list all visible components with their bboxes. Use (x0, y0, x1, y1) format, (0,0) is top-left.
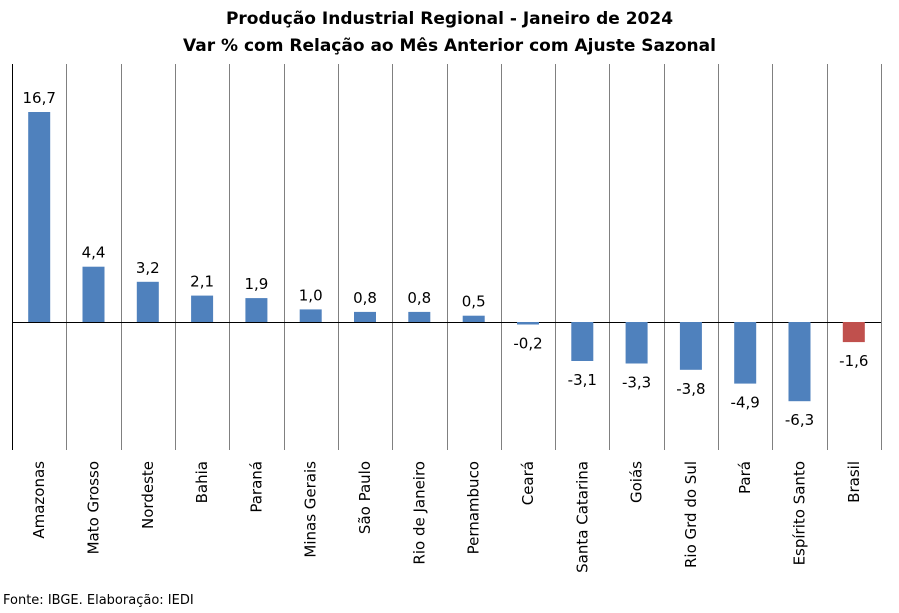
bar-10 (571, 322, 594, 361)
value-label-7: 0,8 (407, 289, 431, 307)
category-label-12: Rio Grd do Sul (682, 461, 700, 568)
value-label-3: 2,1 (190, 273, 214, 291)
value-label-11: -3,3 (622, 374, 651, 392)
category-label-15: Brasil (845, 461, 863, 503)
bar-5 (299, 309, 322, 322)
category-label-9: Ceará (519, 461, 537, 505)
chart-title-line: Produção Industrial Regional - Janeiro d… (225, 9, 674, 29)
value-label-13: -4,9 (731, 394, 760, 412)
bar-11 (625, 322, 648, 364)
bar-2 (136, 281, 159, 322)
value-label-8: 0,5 (462, 293, 486, 311)
bar-1 (82, 266, 105, 322)
value-label-5: 1,0 (299, 286, 323, 304)
category-label-14: Espírito Santo (791, 461, 809, 565)
bar-14 (788, 322, 811, 402)
chart-subtitle-line: Var % com Relação ao Mês Anterior com Aj… (183, 36, 716, 56)
value-label-2: 3,2 (136, 259, 160, 277)
category-label-2: Nordeste (139, 461, 157, 529)
category-label-5: Minas Gerais (302, 461, 320, 558)
value-label-1: 4,4 (82, 244, 106, 262)
category-label-13: Pará (736, 461, 754, 494)
bar-12 (679, 322, 702, 370)
value-label-15: -1,6 (839, 352, 868, 370)
source-note: Fonte: IBGE. Elaboração: IEDI (3, 593, 194, 608)
bar-4 (245, 298, 268, 322)
chart-title: Produção Industrial Regional - Janeiro d… (0, 6, 899, 60)
value-label-10: -3,1 (568, 371, 597, 389)
grid-lines (12, 64, 882, 450)
value-label-6: 0,8 (353, 289, 377, 307)
bar-9 (517, 322, 539, 325)
bar-6 (354, 311, 376, 322)
bar-3 (191, 295, 214, 322)
value-label-0: 16,7 (22, 89, 55, 107)
category-label-11: Goiás (628, 461, 646, 503)
category-label-10: Santa Catarina (573, 461, 591, 573)
category-label-4: Paraná (247, 461, 265, 513)
value-label-9: -0,2 (513, 335, 542, 353)
bar-0 (28, 112, 51, 322)
value-label-12: -3,8 (676, 380, 705, 398)
bar-13 (734, 322, 757, 384)
value-labels: 16,7 4,4 3,2 2,1 1,9 1,0 0,8 0,8 0,5 -0,2 -3,1 -3,3… (22, 89, 868, 429)
category-label-8: Pernambuco (465, 461, 483, 554)
bar-8 (462, 315, 485, 322)
bars (28, 112, 865, 402)
value-label-4: 1,9 (244, 275, 268, 293)
bar-7 (408, 311, 431, 322)
bar-15 (842, 322, 865, 343)
value-label-14: -6,3 (785, 411, 814, 429)
category-label-6: São Paulo (356, 461, 374, 534)
category-label-3: Bahia (193, 461, 211, 503)
category-labels: Amazonas Mato Grosso Nordeste Bahia Paraná Mi… (30, 461, 863, 573)
category-label-7: Rio de Janeiro (410, 461, 428, 565)
category-label-0: Amazonas (30, 461, 48, 539)
category-label-1: Mato Grosso (85, 461, 103, 554)
